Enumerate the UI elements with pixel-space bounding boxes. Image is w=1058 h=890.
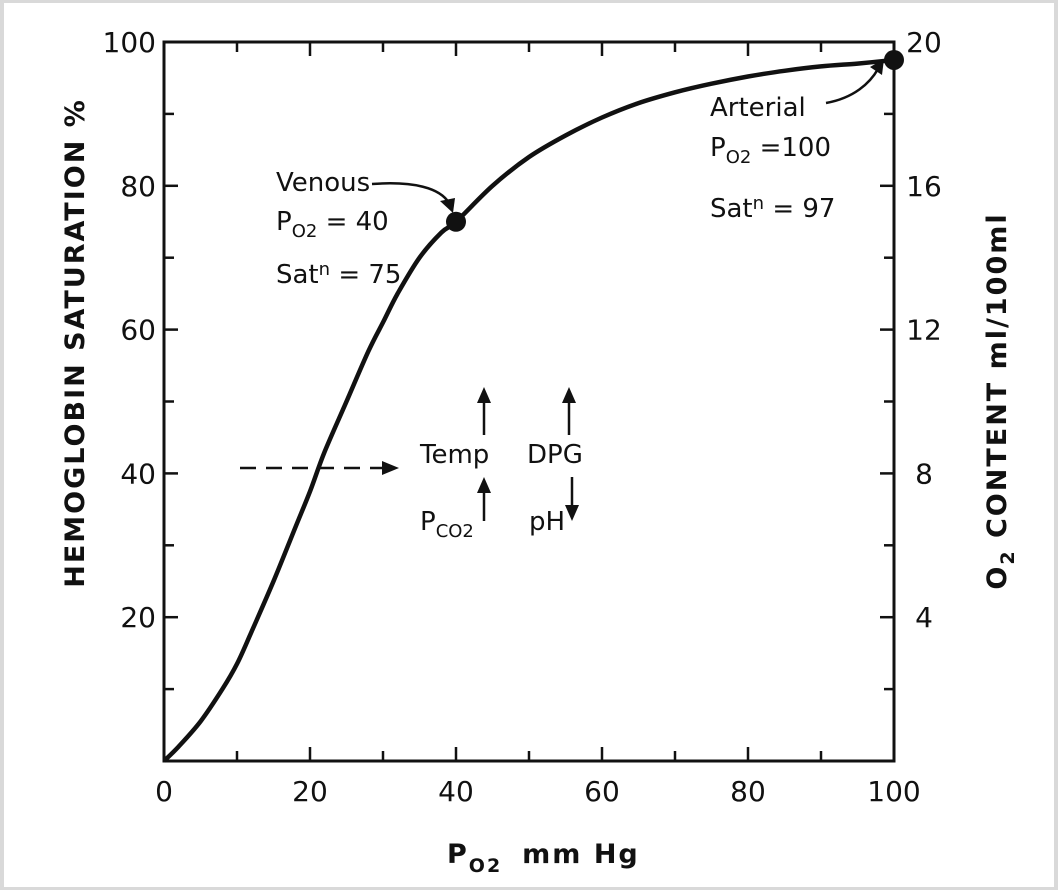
arterial-label: Arterial <box>710 93 806 123</box>
x-title-unit: mm Hg <box>522 839 640 870</box>
arterial-po2-p: P <box>710 133 726 163</box>
arterial-annotation: Arterial PO2 =100 Satn = 97 <box>710 59 884 224</box>
y-left-tick-label: 60 <box>120 314 156 347</box>
saturation-curve <box>162 57 895 763</box>
x-tick-label: 100 <box>867 775 920 808</box>
temp-up-arrow-icon <box>477 387 491 435</box>
x-tick-label: 40 <box>438 775 474 808</box>
arterial-sat-sup: n <box>753 193 764 214</box>
venous-po2-p: P <box>276 207 292 237</box>
arterial-po2-sub: O2 <box>726 147 752 168</box>
ph-down-arrow-icon <box>565 477 579 521</box>
arterial-saturation: Satn = 97 <box>710 193 835 224</box>
pco2-sub: CO2 <box>436 521 474 542</box>
venous-label: Venous <box>276 168 370 198</box>
arterial-sat-label: Sat <box>710 194 753 224</box>
venous-annotation: Venous PO2 = 40 Satn = 75 <box>276 168 455 290</box>
venous-po2-sub: O2 <box>292 221 318 242</box>
pco2-p: P <box>420 507 436 537</box>
arterial-po2-value: =100 <box>751 133 831 163</box>
y-right-title-o: O <box>982 565 1013 590</box>
pco2-up-arrow-icon <box>477 477 491 521</box>
y-left-axis-title: HEMOGLOBIN SATURATION % <box>60 98 91 587</box>
y-left-tick-label: 20 <box>120 601 156 634</box>
data-points <box>446 49 904 232</box>
arterial-point <box>884 49 904 70</box>
x-tick-label: 60 <box>584 775 620 808</box>
arterial-arrowhead <box>870 59 884 75</box>
y-right-tick-label: 16 <box>906 170 942 203</box>
venous-saturation: Satn = 75 <box>276 259 401 290</box>
y-left-tick-label: 40 <box>120 457 156 490</box>
venous-sat-sup: n <box>319 259 330 280</box>
venous-pointer-arrow <box>371 182 451 204</box>
venous-po2-value: = 40 <box>317 207 388 237</box>
y-right-title-subscript: 2 <box>997 549 1019 564</box>
venous-point <box>446 211 466 232</box>
x-title-p: P <box>447 839 469 870</box>
plot-area-border <box>162 40 896 763</box>
ph-label: pH <box>529 507 565 537</box>
y-right-tick-label: 8 <box>915 457 933 490</box>
y-right-tick-label: 4 <box>915 601 933 634</box>
y-right-tick-labels: 4 8 12 16 20 <box>906 26 942 634</box>
y-right-tick-label: 12 <box>906 314 942 347</box>
y-right-axis-title: O2 CONTENT ml/100ml <box>982 212 1019 589</box>
y-right-title-rest: CONTENT ml/100ml <box>982 212 1013 549</box>
pco2-label: PCO2 <box>420 507 474 542</box>
x-tick-labels: 0 20 40 60 80 100 <box>155 775 921 808</box>
tick-marks <box>164 42 894 761</box>
shift-factors: Temp DPG PCO2 pH <box>240 387 583 542</box>
y-left-tick-label: 100 <box>103 26 156 59</box>
x-tick-label: 80 <box>730 775 766 808</box>
venous-po2: PO2 = 40 <box>276 207 389 242</box>
y-left-tick-label: 80 <box>120 170 156 203</box>
venous-arrowhead <box>440 198 455 213</box>
arterial-sat-value: = 97 <box>764 194 835 224</box>
arterial-po2: PO2 =100 <box>710 133 831 168</box>
oxygen-dissociation-chart: 0 20 40 60 80 100 20 40 60 80 100 4 8 12 16 20 HEMOGL… <box>60 26 1019 877</box>
venous-sat-label: Sat <box>276 260 319 290</box>
x-title-subscript: O2 <box>469 855 502 877</box>
arterial-pointer-arrow <box>825 68 880 105</box>
shift-arrowhead <box>382 461 399 475</box>
x-tick-label: 0 <box>155 775 173 808</box>
x-tick-label: 20 <box>292 775 328 808</box>
y-left-tick-labels: 20 40 60 80 100 <box>103 26 156 634</box>
dpg-label: DPG <box>527 440 583 470</box>
y-right-tick-label: 20 <box>906 26 942 59</box>
chart-frame: 0 20 40 60 80 100 20 40 60 80 100 4 8 12 16 20 HEMOGL… <box>4 3 1054 887</box>
temp-label: Temp <box>419 440 489 470</box>
x-axis-title: PO2 mm Hg <box>447 839 640 877</box>
dpg-up-arrow-icon <box>562 387 576 435</box>
venous-sat-value: = 75 <box>330 260 401 290</box>
